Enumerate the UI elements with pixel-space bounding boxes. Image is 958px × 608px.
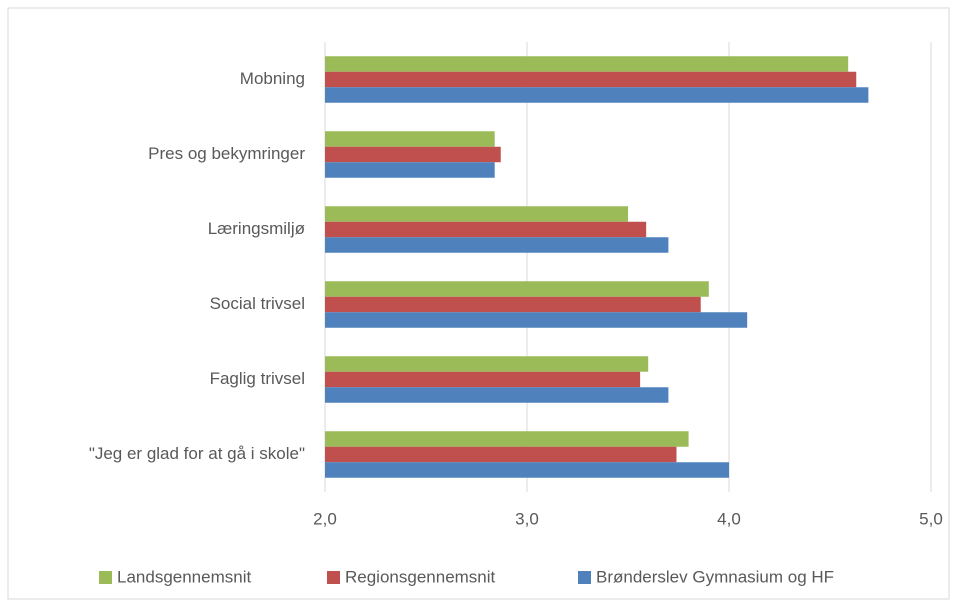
y-tick-label: Læringsmiljø (208, 219, 305, 238)
legend-swatch (99, 571, 112, 584)
legend-label: Brønderslev Gymnasium og HF (596, 567, 834, 586)
bar (325, 87, 869, 103)
bar (325, 296, 701, 313)
bar (325, 146, 501, 163)
bar (325, 356, 649, 372)
bar (325, 371, 641, 388)
x-tick-label: 2,0 (313, 509, 337, 528)
bar (325, 162, 495, 178)
legend-label: Regionsgennemsnit (345, 567, 496, 586)
bar (325, 462, 729, 478)
y-tick-label: Mobning (240, 69, 305, 88)
x-tick-label: 3,0 (515, 509, 539, 528)
bar (325, 237, 669, 253)
legend-label: Landsgennemsnit (117, 567, 251, 586)
bar (325, 431, 689, 447)
y-tick-label: Social trivsel (210, 294, 305, 313)
legend-swatch (578, 571, 591, 584)
bar (325, 312, 748, 328)
bar (325, 387, 669, 403)
bar (325, 206, 628, 222)
y-tick-label: Faglig trivsel (210, 369, 305, 388)
y-tick-label: "Jeg er glad for at gå i skole" (89, 444, 305, 463)
bar (325, 71, 857, 88)
bar (325, 446, 677, 463)
bar (325, 281, 709, 297)
y-tick-label: Pres og bekymringer (148, 144, 305, 163)
bar (325, 56, 849, 72)
x-tick-label: 4,0 (717, 509, 741, 528)
bar (325, 131, 495, 147)
x-tick-label: 5,0 (919, 509, 943, 528)
legend-swatch (327, 571, 340, 584)
bar (325, 221, 647, 238)
